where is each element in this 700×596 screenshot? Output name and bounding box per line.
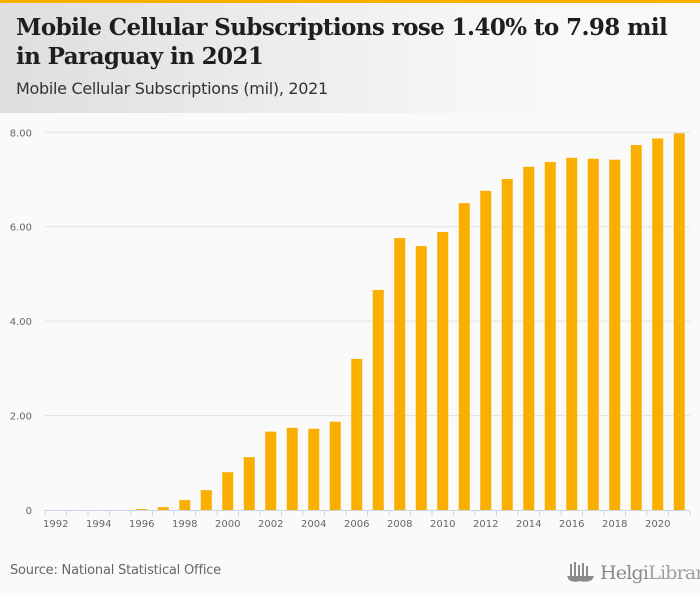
bar-1999[interactable] [200, 490, 212, 510]
bar-1998[interactable] [179, 500, 191, 510]
x-tick-label: 2016 [559, 519, 584, 530]
x-tick-label: 2010 [430, 519, 455, 530]
bar-2014[interactable] [523, 166, 535, 510]
helgi-library-logo[interactable]: HelgiLibrary. [566, 560, 700, 584]
y-tick-label: 6.00 [10, 223, 32, 234]
bar-2009[interactable] [415, 246, 427, 510]
x-tick-label: 1994 [86, 519, 111, 530]
x-tick-label: 2002 [258, 519, 283, 530]
bar-2012[interactable] [480, 190, 492, 510]
chart-title: Mobile Cellular Subscriptions rose 1.40%… [16, 14, 668, 70]
y-tick-label: 8.00 [10, 128, 32, 139]
bar-2019[interactable] [630, 145, 642, 511]
bar-2021[interactable] [673, 133, 685, 510]
library-building-icon [567, 562, 594, 582]
x-tick-label: 2000 [215, 519, 240, 530]
bar-2008[interactable] [394, 238, 406, 510]
x-tick-label: 2008 [387, 519, 412, 530]
bar-2004[interactable] [308, 428, 320, 510]
logo-text-light: Library. [648, 562, 700, 584]
bars [136, 133, 685, 511]
bar-2000[interactable] [222, 472, 234, 510]
x-axis [44, 510, 691, 516]
bar-2015[interactable] [544, 162, 556, 510]
chart-header: Mobile Cellular Subscriptions rose 1.40%… [0, 3, 700, 113]
bar-2013[interactable] [501, 179, 513, 510]
logo-text: HelgiLibrary. [600, 562, 700, 584]
bar-2011[interactable] [458, 203, 470, 510]
bar-2016[interactable] [566, 157, 578, 511]
logo-text-bold: Helgi [600, 562, 649, 584]
x-tick-label: 2020 [645, 519, 670, 530]
bar-2018[interactable] [609, 159, 621, 511]
y-tick-label: 4.00 [10, 317, 32, 328]
bar-2003[interactable] [286, 427, 298, 510]
x-tick-label: 1996 [129, 519, 154, 530]
x-tick-label: 2004 [301, 519, 326, 530]
bar-2017[interactable] [587, 158, 599, 510]
bar-2005[interactable] [329, 421, 341, 510]
bar-2006[interactable] [351, 358, 363, 510]
chart-subtitle: Mobile Cellular Subscriptions (mil), 202… [16, 79, 328, 98]
x-axis-labels: 1992 1994 1996 1998 2000 2002 2004 2006 2008 2010… [43, 519, 670, 530]
gridlines [45, 131, 690, 417]
bar-2001[interactable] [243, 457, 255, 510]
top-accent-bar [0, 0, 700, 3]
bar-1996[interactable] [136, 509, 148, 510]
x-tick-label: 2012 [473, 519, 498, 530]
x-tick-label: 2014 [516, 519, 541, 530]
bar-1997[interactable] [157, 507, 169, 510]
source-note: Source: National Statistical Office [10, 563, 221, 578]
bar-2007[interactable] [372, 289, 384, 510]
bar-2020[interactable] [652, 138, 664, 510]
x-tick-label: 1998 [172, 519, 197, 530]
y-tick-label: 2.00 [10, 412, 32, 423]
bar-2010[interactable] [437, 231, 449, 510]
x-tick-label: 2018 [602, 519, 627, 530]
x-tick-label: 1992 [43, 519, 68, 530]
y-axis-labels: 0 2.00 4.00 6.00 8.00 [10, 128, 32, 517]
bar-2002[interactable] [265, 431, 277, 510]
y-tick-label: 0 [26, 506, 32, 517]
x-tick-label: 2006 [344, 519, 369, 530]
